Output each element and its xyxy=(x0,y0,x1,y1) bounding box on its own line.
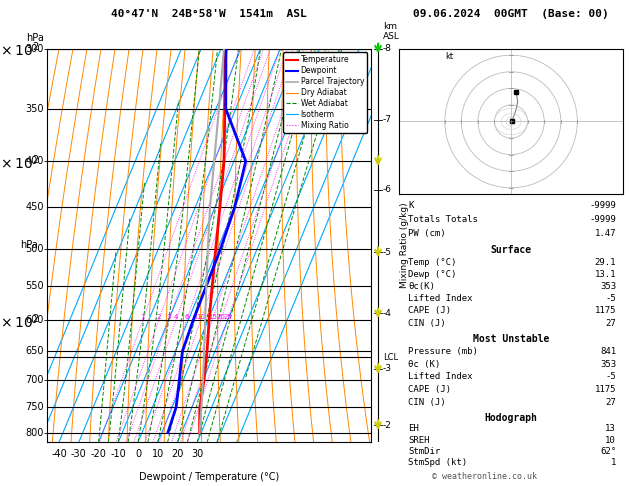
Text: CIN (J): CIN (J) xyxy=(408,318,446,328)
Text: 10: 10 xyxy=(152,449,164,459)
Text: 1175: 1175 xyxy=(594,306,616,315)
Text: -8: -8 xyxy=(383,44,392,53)
Text: Totals Totals: Totals Totals xyxy=(408,215,478,224)
Text: kt: kt xyxy=(445,52,453,61)
Text: 30: 30 xyxy=(191,449,203,459)
Text: 650: 650 xyxy=(25,347,44,356)
Text: 750: 750 xyxy=(25,402,44,412)
Text: CAPE (J): CAPE (J) xyxy=(408,306,452,315)
Legend: Temperature, Dewpoint, Parcel Trajectory, Dry Adiabat, Wet Adiabat, Isotherm, Mi: Temperature, Dewpoint, Parcel Trajectory… xyxy=(283,52,367,133)
Text: hPa: hPa xyxy=(20,241,38,250)
Text: Lifted Index: Lifted Index xyxy=(408,294,473,303)
Text: km
ASL: km ASL xyxy=(383,22,400,41)
Text: 353: 353 xyxy=(600,282,616,291)
Text: 700: 700 xyxy=(25,375,44,385)
Text: Pressure (mb): Pressure (mb) xyxy=(408,347,478,356)
Text: SREH: SREH xyxy=(408,435,430,445)
Text: Dewpoint / Temperature (°C): Dewpoint / Temperature (°C) xyxy=(139,472,279,482)
Text: 800: 800 xyxy=(26,428,44,437)
Text: Hodograph: Hodograph xyxy=(484,413,538,423)
Text: 300: 300 xyxy=(26,44,44,53)
Text: 841: 841 xyxy=(600,347,616,356)
Text: -2: -2 xyxy=(383,421,392,430)
Text: Temp (°C): Temp (°C) xyxy=(408,258,457,267)
Text: -7: -7 xyxy=(383,116,392,124)
Text: -5: -5 xyxy=(383,248,392,257)
Text: 27: 27 xyxy=(605,318,616,328)
Text: -9999: -9999 xyxy=(589,201,616,210)
Text: 15: 15 xyxy=(208,314,217,320)
Text: -20: -20 xyxy=(91,449,106,459)
Text: 600: 600 xyxy=(26,315,44,325)
Text: CIN (J): CIN (J) xyxy=(408,398,446,407)
Text: 1175: 1175 xyxy=(594,385,616,394)
Text: -6: -6 xyxy=(383,185,392,194)
Text: 3: 3 xyxy=(167,314,171,320)
Text: 1: 1 xyxy=(140,314,145,320)
Text: 450: 450 xyxy=(25,202,44,212)
Text: 1: 1 xyxy=(611,458,616,467)
Text: Most Unstable: Most Unstable xyxy=(473,334,549,344)
Text: -5: -5 xyxy=(605,294,616,303)
Text: 10: 10 xyxy=(196,314,205,320)
Text: 500: 500 xyxy=(25,243,44,254)
Text: 62°: 62° xyxy=(600,447,616,456)
Text: 29.1: 29.1 xyxy=(594,258,616,267)
Text: 2: 2 xyxy=(157,314,161,320)
Text: 4: 4 xyxy=(174,314,178,320)
Text: -3: -3 xyxy=(383,364,392,373)
Text: -40: -40 xyxy=(51,449,67,459)
Text: 550: 550 xyxy=(25,281,44,291)
Text: PW (cm): PW (cm) xyxy=(408,229,446,238)
Text: 350: 350 xyxy=(25,104,44,114)
Text: © weatheronline.co.uk: © weatheronline.co.uk xyxy=(432,472,537,481)
Text: 400: 400 xyxy=(26,156,44,166)
Text: 13.1: 13.1 xyxy=(594,270,616,279)
Text: -4: -4 xyxy=(383,309,392,318)
Text: -30: -30 xyxy=(71,449,87,459)
Text: -9999: -9999 xyxy=(589,215,616,224)
Text: 10: 10 xyxy=(605,435,616,445)
Text: hPa: hPa xyxy=(26,33,44,43)
Text: 13: 13 xyxy=(605,424,616,434)
Text: 25: 25 xyxy=(223,314,232,320)
Text: 40°47'N  24B°58'W  1541m  ASL: 40°47'N 24B°58'W 1541m ASL xyxy=(111,9,307,19)
Text: CAPE (J): CAPE (J) xyxy=(408,385,452,394)
Text: -5: -5 xyxy=(605,372,616,382)
Text: -10: -10 xyxy=(111,449,126,459)
Text: LCL: LCL xyxy=(383,353,398,362)
Text: EH: EH xyxy=(408,424,419,434)
Text: 8: 8 xyxy=(192,314,197,320)
Text: StmDir: StmDir xyxy=(408,447,440,456)
Text: 27: 27 xyxy=(605,398,616,407)
Text: K: K xyxy=(408,201,414,210)
Text: Lifted Index: Lifted Index xyxy=(408,372,473,382)
Text: 20: 20 xyxy=(171,449,184,459)
Text: 0: 0 xyxy=(135,449,141,459)
Text: Surface: Surface xyxy=(491,245,532,255)
Text: Dewp (°C): Dewp (°C) xyxy=(408,270,457,279)
Text: 353: 353 xyxy=(600,360,616,369)
Text: 20: 20 xyxy=(216,314,225,320)
Text: 6: 6 xyxy=(184,314,189,320)
Text: StmSpd (kt): StmSpd (kt) xyxy=(408,458,467,467)
Text: 09.06.2024  00GMT  (Base: 00): 09.06.2024 00GMT (Base: 00) xyxy=(413,9,609,19)
Text: θc(K): θc(K) xyxy=(408,282,435,291)
Text: 1.47: 1.47 xyxy=(594,229,616,238)
Text: θc (K): θc (K) xyxy=(408,360,440,369)
Text: Mixing Ratio (g/kg): Mixing Ratio (g/kg) xyxy=(399,203,408,288)
